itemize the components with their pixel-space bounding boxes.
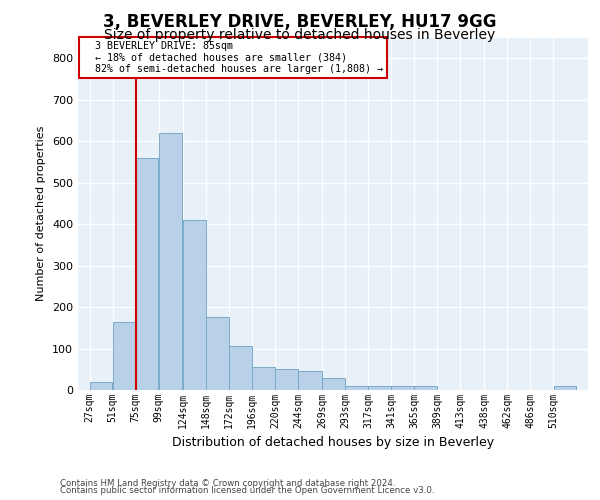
Bar <box>159 133 182 390</box>
Bar <box>183 220 205 390</box>
Text: Contains HM Land Registry data © Crown copyright and database right 2024.: Contains HM Land Registry data © Crown c… <box>60 478 395 488</box>
Bar <box>345 386 368 390</box>
Bar <box>136 158 158 390</box>
Bar <box>554 386 576 390</box>
Text: Size of property relative to detached houses in Beverley: Size of property relative to detached ho… <box>104 28 496 42</box>
Bar <box>368 386 391 390</box>
Bar <box>113 322 136 390</box>
Bar <box>90 382 112 390</box>
Text: 3, BEVERLEY DRIVE, BEVERLEY, HU17 9GG: 3, BEVERLEY DRIVE, BEVERLEY, HU17 9GG <box>103 12 497 30</box>
Bar <box>391 386 414 390</box>
Bar <box>275 370 298 390</box>
Bar <box>229 346 251 390</box>
Bar <box>298 372 322 390</box>
Text: 3 BEVERLEY DRIVE: 85sqm
  ← 18% of detached houses are smaller (384)
  82% of se: 3 BEVERLEY DRIVE: 85sqm ← 18% of detache… <box>83 41 383 74</box>
X-axis label: Distribution of detached houses by size in Beverley: Distribution of detached houses by size … <box>172 436 494 450</box>
Bar <box>415 386 437 390</box>
Bar <box>252 367 275 390</box>
Bar <box>322 378 345 390</box>
Y-axis label: Number of detached properties: Number of detached properties <box>37 126 46 302</box>
Text: Contains public sector information licensed under the Open Government Licence v3: Contains public sector information licen… <box>60 486 434 495</box>
Bar <box>206 318 229 390</box>
